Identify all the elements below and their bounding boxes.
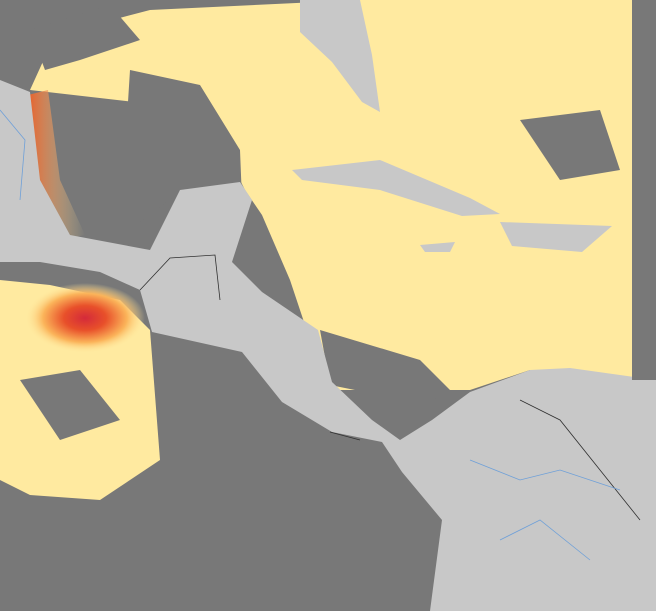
cuba-land	[292, 160, 500, 216]
no-data-patch	[320, 330, 460, 400]
mexico-central-america-south-america-land	[0, 80, 656, 611]
border-line	[519, 399, 641, 521]
borders	[139, 254, 641, 521]
river	[499, 519, 591, 561]
jamaica-land	[420, 242, 455, 252]
river	[0, 109, 26, 201]
pacific-no-data-patch	[20, 370, 120, 440]
florida-land	[300, 0, 380, 112]
rivers	[0, 109, 621, 561]
no-data-patch	[520, 110, 620, 180]
emission-hotspot	[25, 283, 145, 353]
border-line	[139, 254, 221, 301]
coastal-emission-band	[28, 90, 85, 238]
hispaniola-land	[500, 222, 612, 252]
gulf-no-data-area	[125, 70, 242, 222]
border-line	[329, 431, 361, 441]
river	[469, 459, 621, 491]
no-data-patch	[30, 5, 140, 70]
no-data-east-strip	[632, 0, 656, 380]
